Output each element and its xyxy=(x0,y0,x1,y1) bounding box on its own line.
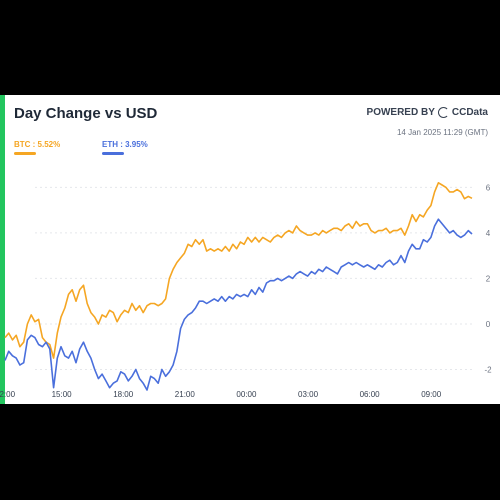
accent-bar xyxy=(0,95,5,404)
legend-swatch-eth xyxy=(102,152,124,155)
btc-series-line xyxy=(4,182,473,359)
y-tick-label: 6 xyxy=(486,183,491,192)
x-tick-label: 15:00 xyxy=(52,390,73,399)
legend-item-btc[interactable]: BTC : 5.52% xyxy=(14,140,60,155)
y-tick-label: 0 xyxy=(486,320,491,329)
chart-card: Day Change vs USD POWERED BY CCData 14 J… xyxy=(0,95,500,404)
legend-item-eth[interactable]: ETH : 3.95% xyxy=(102,140,148,155)
chart-title: Day Change vs USD xyxy=(14,105,158,122)
x-tick-label: 12:00 xyxy=(0,390,16,399)
legend-label-btc: BTC : 5.52% xyxy=(14,140,61,149)
y-tick-label: 4 xyxy=(486,229,491,238)
x-tick-label: 03:00 xyxy=(298,390,319,399)
x-tick-label: 09:00 xyxy=(421,390,442,399)
y-tick-label: 2 xyxy=(486,274,491,283)
line-chart: 6 4 2 0 -2 12:00 15:00 18:00 21:00 00:00 03:00 06:0… xyxy=(0,182,492,399)
x-tick-label: 18:00 xyxy=(113,390,134,399)
y-tick-label: -2 xyxy=(484,366,492,375)
x-tick-label: 06:00 xyxy=(360,390,381,399)
eth-series-line xyxy=(4,218,473,391)
legend-swatch-btc xyxy=(14,152,36,155)
timestamp: 14 Jan 2025 11:29 (GMT) xyxy=(396,128,488,137)
x-tick-label: 00:00 xyxy=(236,390,257,399)
powered-by-label: POWERED BY xyxy=(366,107,435,118)
legend-label-eth: ETH : 3.95% xyxy=(102,140,148,149)
powered-by: POWERED BY CCData xyxy=(367,107,488,118)
x-tick-label: 21:00 xyxy=(175,390,196,399)
brand-name: CCData xyxy=(451,107,488,118)
ccdata-logo-icon xyxy=(437,107,449,118)
